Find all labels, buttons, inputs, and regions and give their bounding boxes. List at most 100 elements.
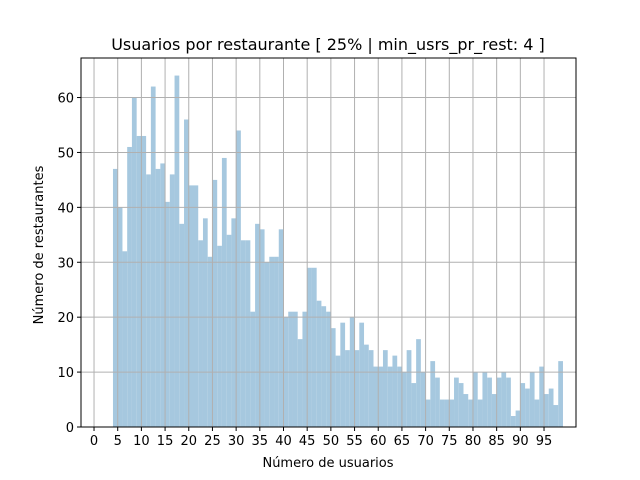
y-tick-label: 30 [57,256,74,271]
x-tick-label: 15 [157,434,174,449]
histogram-bar [444,399,450,427]
x-tick-label: 60 [370,434,387,449]
x-tick-label: 90 [512,434,529,449]
histogram-bar [169,174,175,427]
histogram-bar [226,234,232,427]
histogram-bar [188,185,194,427]
histogram-bar [411,383,417,427]
x-axis-label: Número de usuarios [262,456,393,471]
plot-frame [80,57,577,428]
histogram-bar [345,350,350,428]
histogram-bar [255,223,260,427]
histogram-bar [155,168,161,428]
x-tick-label: 95 [536,434,553,449]
histogram-bar [392,355,398,427]
histogram-bar [548,388,554,427]
histogram-bar [435,377,440,427]
x-tick-label: 25 [204,434,221,449]
histogram-bar [354,350,360,428]
histogram-bar [506,377,511,427]
histogram-bar [425,399,431,427]
histogram-bar [288,311,293,427]
x-tick-label: 0 [90,434,98,449]
histogram-bar [558,361,563,427]
histogram-bar [311,267,317,427]
histogram-bar [150,86,156,428]
histogram-bar [278,229,284,427]
histogram-bar [212,179,218,427]
histogram-bar [269,256,275,427]
histogram-bar [202,218,208,427]
x-tick-label: 40 [275,434,292,449]
histogram-bar [458,383,464,427]
histogram-bar [259,229,265,427]
x-tick-label: 5 [114,434,122,449]
histogram-bar [112,168,118,428]
histogram-bar [387,366,393,427]
histogram-bar [439,399,445,427]
histogram-bar [302,311,308,427]
histogram-bar [520,383,526,427]
histogram-bar [529,372,535,427]
x-tick-label: 55 [346,434,363,449]
histogram-bar [245,240,251,427]
histogram-bar [515,410,521,427]
histogram-bar [264,262,270,427]
histogram-bar [236,130,241,428]
histogram-bar [335,355,341,427]
histogram-bar [217,245,222,427]
histogram-bar [539,366,545,427]
ticks-layer: 0 5 10 15 20 25 30 35 40 45 50 55 60 65 70 75 80 85 90 95 0 1… [57,92,552,449]
histogram-bar [174,75,180,427]
histogram-bar [231,218,237,427]
histogram-bar [240,240,246,427]
histogram-bar [468,399,473,427]
y-tick-label: 40 [57,201,74,216]
x-tick-label: 45 [299,434,316,449]
x-tick-label: 35 [252,434,269,449]
histogram-bar [297,339,303,427]
y-tick-label: 0 [66,421,74,436]
histogram-bar [416,339,421,427]
histogram-bar [193,185,199,427]
histogram-bar [501,372,507,427]
histogram-bar [274,256,279,427]
histogram-bar [364,344,369,427]
x-tick-label: 70 [417,434,434,449]
histogram-bar [463,394,469,427]
histogram-bar [127,146,132,427]
histogram-bar [340,322,346,427]
y-tick-label: 50 [57,146,74,161]
histogram-bar [378,366,383,427]
histogram-bar [487,377,492,427]
histogram-bar [179,223,185,427]
x-tick-label: 50 [323,434,340,449]
histogram-bar [510,416,516,427]
x-tick-label: 10 [133,434,150,449]
x-tick-label: 30 [228,434,245,449]
histogram-bar [553,405,559,427]
x-tick-label: 75 [441,434,458,449]
histogram-bar [198,240,203,427]
histogram-bar [491,394,497,427]
histogram-bar [307,267,312,427]
histogram-bar [401,372,407,427]
y-tick-label: 60 [57,92,74,107]
histogram-bar [482,372,488,427]
histogram-bar [330,328,336,427]
histogram-bar [368,350,374,428]
histogram-bar [136,135,142,427]
histogram-bar [321,306,327,427]
histogram-bar [359,322,365,427]
histogram-bar [406,350,412,428]
histogram-bar [250,311,256,427]
histogram-bar [316,300,322,427]
histogram-bar [525,388,530,427]
y-tick-label: 10 [57,366,74,381]
histogram-bar [472,372,478,427]
histogram-bar [184,119,189,427]
histogram-bar [141,135,147,427]
x-tick-label: 65 [394,434,411,449]
histogram-bar [160,163,166,427]
